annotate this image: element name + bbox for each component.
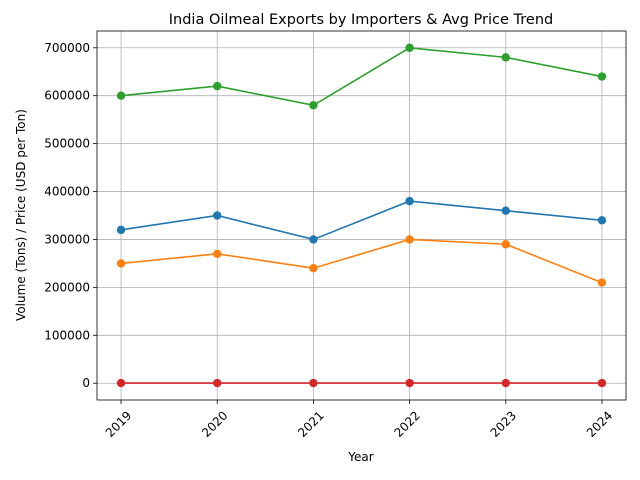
series-3 (116, 43, 607, 110)
data-point (405, 378, 414, 388)
x-tick-label: 2021 (295, 408, 326, 439)
data-point (213, 378, 222, 388)
x-tick-label: 2024 (584, 408, 615, 439)
data-point (116, 91, 126, 100)
chart-title: India Oilmeal Exports by Importers & Avg… (169, 12, 553, 28)
ticks: 2019 2020 2021 2022 2023 2024 0 100000 200000 300… (44, 41, 615, 440)
data-point (501, 240, 510, 249)
data-point (501, 206, 510, 215)
data-point (213, 81, 222, 91)
data-point (405, 43, 414, 52)
data-point (116, 225, 126, 235)
y-tick-label: 100000 (44, 328, 90, 342)
series-4 (116, 378, 607, 388)
y-tick-label: 700000 (44, 41, 90, 55)
data-point (597, 378, 607, 388)
x-tick-label: 2022 (391, 408, 422, 439)
data-point (405, 235, 414, 244)
data-point (309, 101, 318, 110)
data-point (116, 259, 126, 268)
data-point (597, 216, 607, 225)
data-point (597, 278, 607, 287)
x-axis-label: Year (347, 450, 373, 464)
x-tick-label: 2019 (103, 408, 134, 439)
data-point (309, 378, 318, 388)
y-tick-label: 500000 (44, 137, 90, 151)
data-point (213, 211, 222, 220)
data-point (213, 249, 222, 259)
data-point (309, 264, 318, 273)
y-tick-label: 300000 (44, 232, 90, 246)
data-point (597, 72, 607, 81)
series-layer (116, 43, 607, 388)
y-tick-label: 0 (82, 376, 90, 390)
y-axis-label: Volume (Tons) / Price (USD per Ton) (14, 109, 28, 321)
plot-frame (96, 30, 627, 401)
series-line (120, 46, 603, 107)
data-point (405, 196, 414, 206)
grid (97, 31, 626, 400)
data-point (501, 53, 510, 62)
x-tick-label: 2023 (488, 408, 519, 439)
series-line (120, 200, 603, 241)
x-tick-label: 2020 (199, 408, 230, 439)
y-tick-label: 600000 (44, 89, 90, 103)
y-tick-label: 200000 (44, 280, 90, 294)
data-point (501, 378, 510, 388)
series-1 (116, 196, 607, 244)
series-line (120, 238, 603, 284)
y-tick-label: 400000 (44, 185, 90, 199)
data-point (116, 378, 126, 388)
data-point (309, 235, 318, 244)
series-2 (116, 235, 607, 287)
